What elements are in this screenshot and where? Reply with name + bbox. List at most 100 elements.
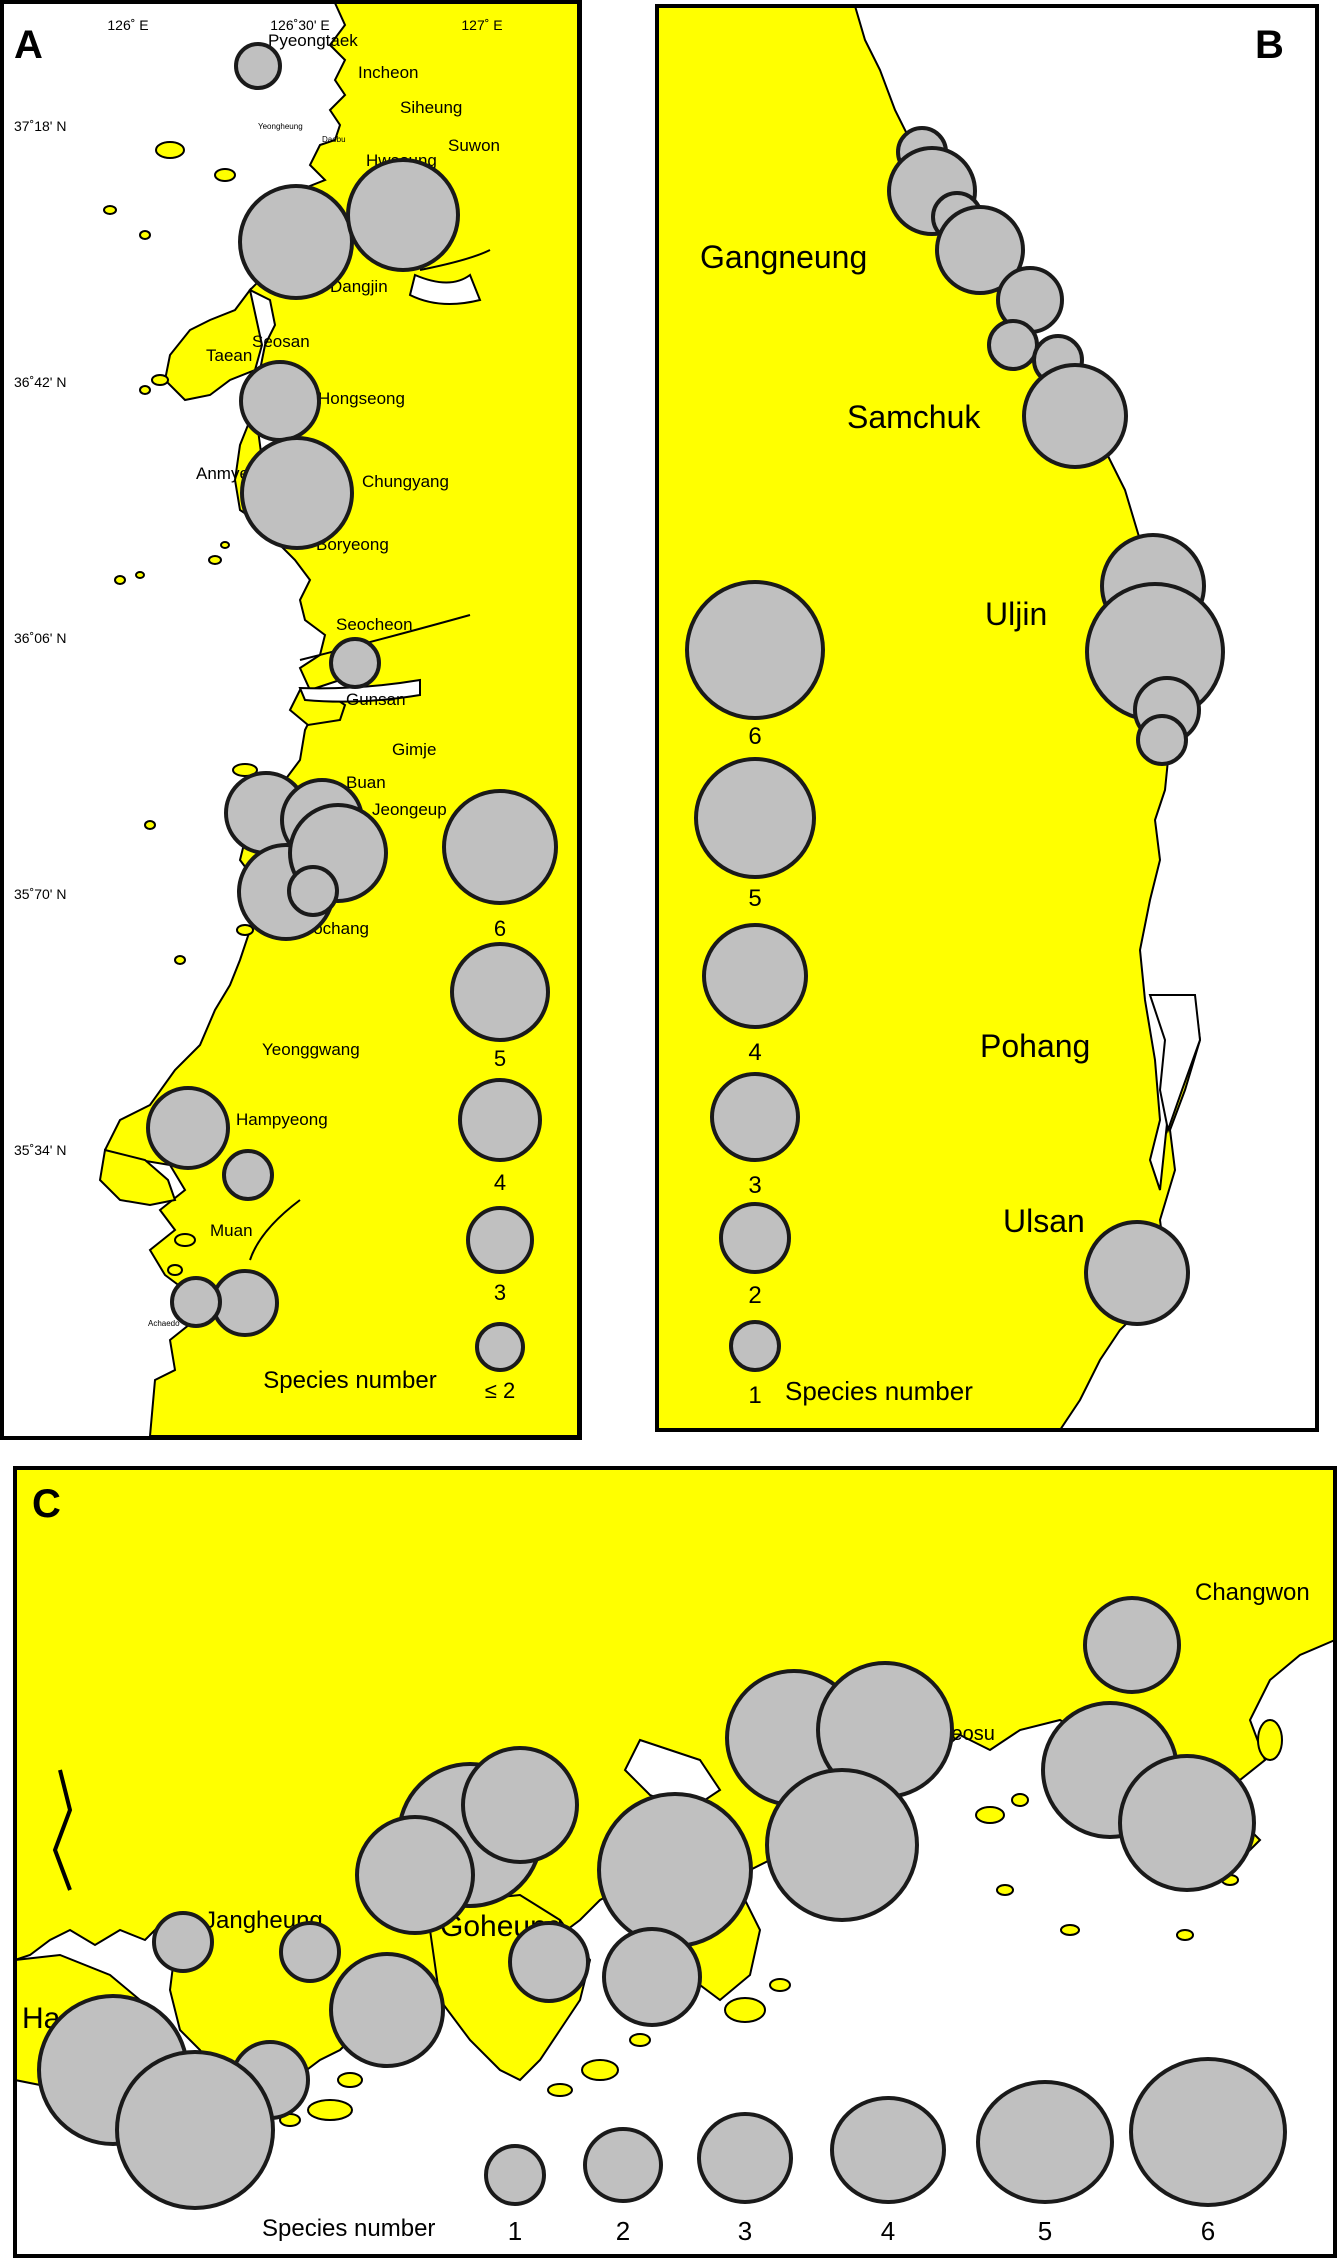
species-circle xyxy=(239,360,321,442)
panel-a-species-circles xyxy=(146,42,460,1337)
panel-a-legend: 7 6 5 4 3 ≤ 2 Species number xyxy=(263,789,558,1403)
lon-tick-label: 126˚ E xyxy=(107,17,148,33)
place-label: Suwon xyxy=(448,136,500,155)
place-label: Incheon xyxy=(358,63,419,82)
panel-a-longitude-ticks: 126˚ E 126˚30' E 127˚ E xyxy=(107,17,502,33)
panel-b-letter: B xyxy=(1255,23,1284,67)
lat-tick-label: 35˚34' N xyxy=(14,1142,66,1158)
legend-value: 6 xyxy=(748,723,761,750)
species-circle xyxy=(508,1921,590,2003)
place-label: Seocheon xyxy=(336,615,413,634)
panel-a-rivers xyxy=(249,249,491,1261)
species-circle xyxy=(1084,1220,1190,1326)
lat-tick-label: 35˚70' N xyxy=(14,886,66,902)
place-label: Yeongheung xyxy=(258,122,303,131)
legend-title: Species number xyxy=(262,2215,435,2242)
panel-c-species-circles xyxy=(37,1596,1256,2210)
species-circle xyxy=(987,319,1039,371)
place-label: Pohang xyxy=(980,1028,1090,1064)
place-label: Gimje xyxy=(392,740,436,759)
place-label: Dangjin xyxy=(330,277,388,296)
panel-a-islands xyxy=(103,141,258,1276)
panel-c-letter: C xyxy=(32,1482,61,1526)
place-label: Changwon xyxy=(1195,1579,1310,1606)
lat-tick-label: 36˚42' N xyxy=(14,374,66,390)
legend-value: 5 xyxy=(494,1046,506,1071)
panel-b-species-circles xyxy=(887,126,1225,1326)
panel-a: A 126˚ E 126˚30' E 127˚ E 37˚18' N 36˚42… xyxy=(0,0,582,1440)
legend-value: 2 xyxy=(748,1282,761,1309)
panel-a-hampyeong-land xyxy=(98,1148,177,1207)
legend-circle xyxy=(442,789,558,905)
legend-value: 4 xyxy=(748,1039,761,1066)
legend-circle xyxy=(702,923,808,1029)
species-circle xyxy=(935,205,1025,295)
panel-a-frame xyxy=(0,0,582,1440)
legend-circle xyxy=(697,2112,793,2204)
species-circle xyxy=(765,1768,919,1922)
panel-a-latitude-ticks: 37˚18' N 36˚42' N 36˚06' N 35˚70' N 35˚3… xyxy=(14,118,66,1158)
panel-a-letter: A xyxy=(14,23,43,67)
species-circle xyxy=(597,1792,753,1948)
legend-value: 3 xyxy=(748,1172,761,1199)
panel-a-gunsan-estuary xyxy=(298,678,421,703)
lat-tick-label: 37˚18' N xyxy=(14,118,66,134)
panel-a-taean-peninsula xyxy=(163,287,264,402)
species-circle xyxy=(240,436,354,550)
legend-circle xyxy=(458,1078,542,1162)
species-circle xyxy=(222,1149,274,1201)
place-label: Taean xyxy=(206,346,252,365)
place-label: Pyeongtaek xyxy=(268,31,358,50)
place-label: Seosan xyxy=(252,332,310,351)
legend-value: 1 xyxy=(748,1382,761,1409)
panel-b-place-labels: Gangneung Samchuk Uljin Pohang Ulsan xyxy=(700,239,1090,1239)
legend-circle xyxy=(685,580,825,720)
species-circle xyxy=(279,1921,341,1983)
panel-b-frame xyxy=(655,4,1319,1432)
species-circle xyxy=(287,865,339,917)
species-circle xyxy=(461,1746,579,1864)
place-label: Gunsan xyxy=(346,690,406,709)
place-label: Chungyang xyxy=(362,472,449,491)
panel-c-frame xyxy=(13,1466,1337,2258)
place-label: Uljin xyxy=(985,596,1047,632)
legend-circle xyxy=(729,1320,781,1372)
panel-c-islands xyxy=(279,1719,1283,2127)
legend-circle xyxy=(484,2144,546,2206)
species-circle xyxy=(211,1269,279,1337)
panel-b-legend: 6 5 4 3 2 1 Species number xyxy=(685,580,973,1409)
legend-title: Species number xyxy=(263,1367,436,1394)
species-circle xyxy=(1118,1754,1256,1892)
legend-circle xyxy=(583,2127,663,2203)
panel-b: B Gangneung Samchuk Uljin Pohang Ulsan xyxy=(655,4,1319,1432)
species-circle xyxy=(329,637,381,689)
place-label: Achaedo xyxy=(148,1319,180,1328)
place-label: Ulsan xyxy=(1003,1203,1085,1239)
place-label: Hongseong xyxy=(318,389,405,408)
species-circle xyxy=(170,1276,222,1328)
legend-circle xyxy=(694,757,816,879)
legend-circle xyxy=(710,1072,800,1162)
species-circle xyxy=(602,1927,702,2027)
place-label: Daebu xyxy=(322,135,346,144)
species-circle xyxy=(1022,363,1128,469)
species-circle xyxy=(329,1952,445,2068)
panel-a-estuary xyxy=(408,273,482,305)
legend-circle xyxy=(466,1206,534,1274)
place-label: Yeonggwang xyxy=(262,1040,360,1059)
place-label: Jeongeup xyxy=(372,800,447,819)
place-label: Buan xyxy=(346,773,386,792)
place-label: Samchuk xyxy=(847,399,981,435)
panel-c-river xyxy=(52,1769,73,1891)
legend-value: 3 xyxy=(738,2216,752,2246)
species-circle xyxy=(238,184,354,300)
species-circle xyxy=(152,1911,214,1973)
species-circle xyxy=(115,2050,275,2210)
place-label: Boryeong xyxy=(316,535,389,554)
lon-tick-label: 127˚ E xyxy=(461,17,502,33)
legend-circle xyxy=(976,2080,1114,2204)
legend-value: 4 xyxy=(881,2216,895,2246)
species-circle xyxy=(355,1815,475,1935)
panel-c-legend: Species number 1 2 3 4 5 6 xyxy=(262,2057,1287,2246)
legend-value: 5 xyxy=(748,885,761,912)
